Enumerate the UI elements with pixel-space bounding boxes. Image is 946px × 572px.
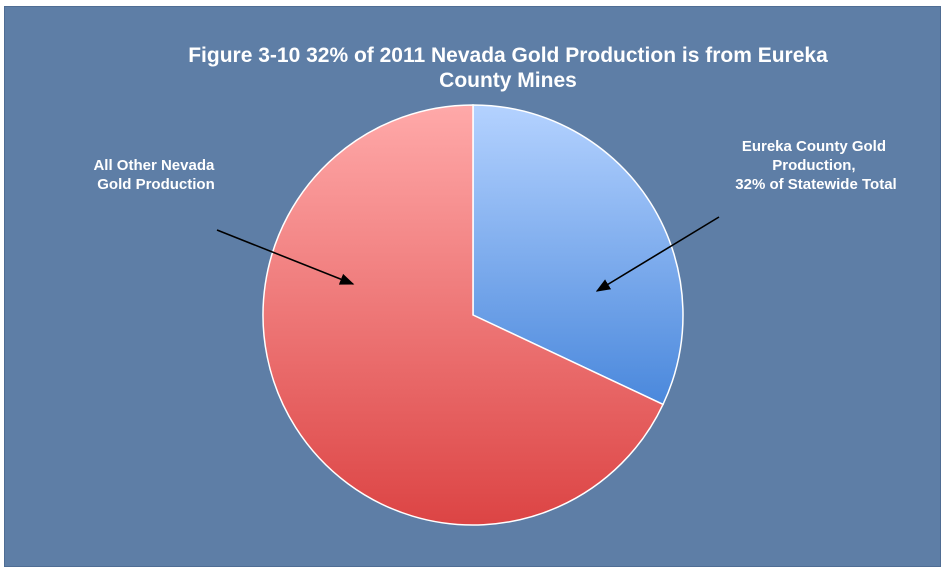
chart-title-line-2: County Mines <box>439 69 577 92</box>
pie-slice-eureka-county <box>472 104 684 406</box>
pie-slices <box>262 104 684 526</box>
chart-area: Figure 3-10 32% of 2011 Nevada Gold Prod… <box>4 6 941 567</box>
pie-chart: Figure 3-10 32% of 2011 Nevada Gold Prod… <box>93 44 897 526</box>
slice-label-eureka-line-2: Production, <box>772 157 855 174</box>
other-label-leader-arrow <box>216 229 355 285</box>
slice-label-other-line-1: All Other Nevada <box>93 157 215 174</box>
slice-label-other-line-2: Gold Production <box>97 176 215 193</box>
slice-label-eureka-line-3: 32% of Statewide Total <box>735 176 896 193</box>
slice-label-eureka-county: Eureka County Gold Production, 32% of St… <box>735 138 896 193</box>
pie-slice-all-other-nevada <box>262 104 665 526</box>
eureka-label-leader-arrow <box>595 216 720 292</box>
slice-label-eureka-line-1: Eureka County Gold <box>742 138 886 155</box>
slice-label-all-other-nevada: All Other Nevada Gold Production <box>93 157 218 193</box>
chart-title-line-1: Figure 3-10 32% of 2011 Nevada Gold Prod… <box>188 44 828 67</box>
